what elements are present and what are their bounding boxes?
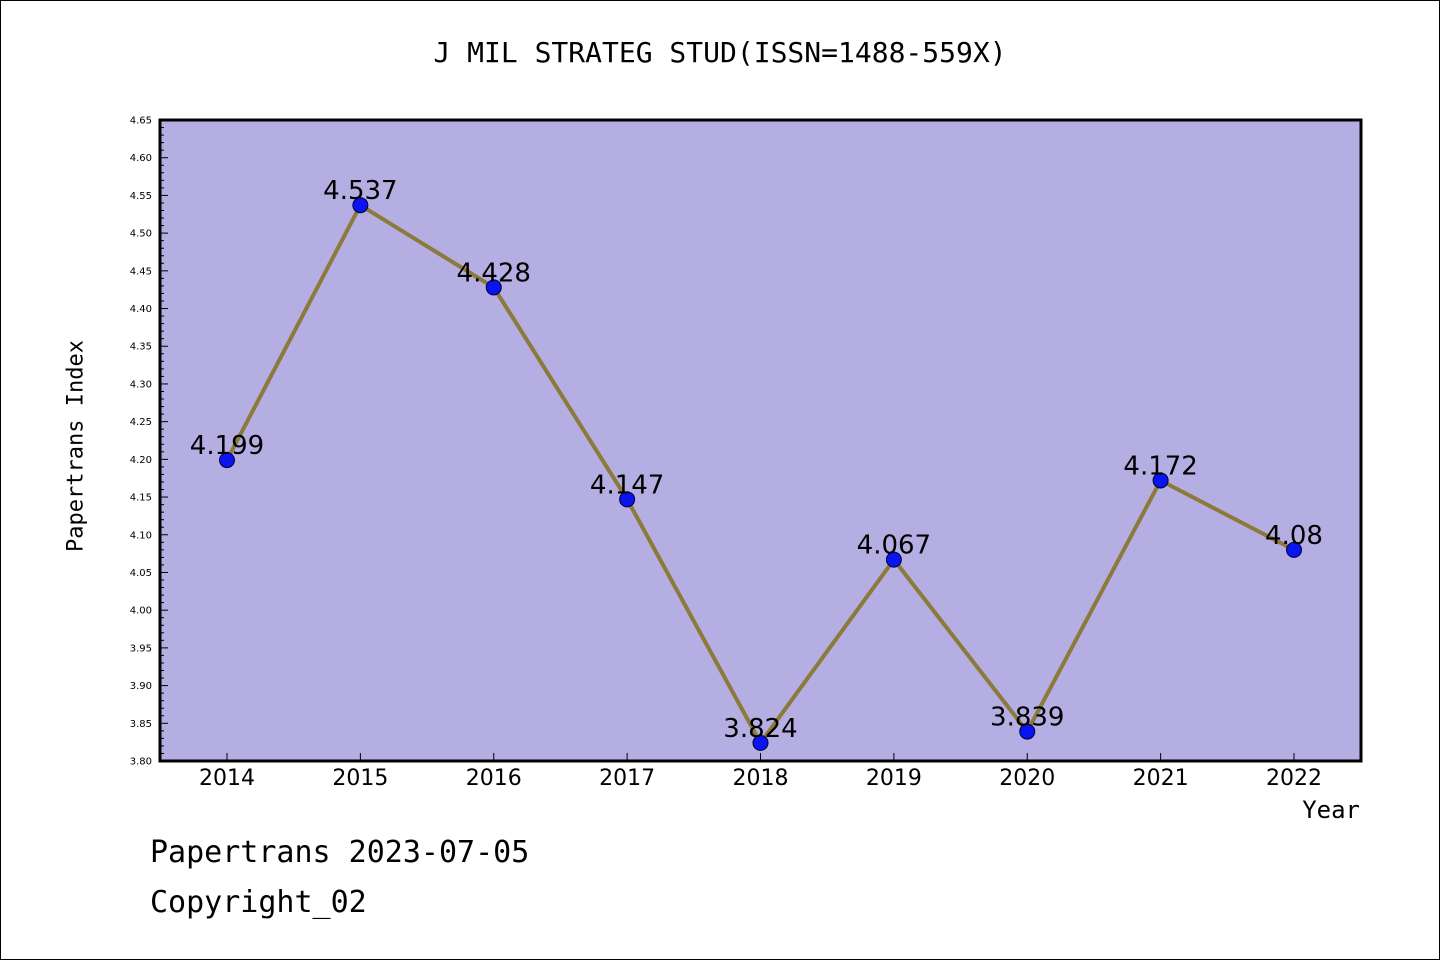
- data-label: 4.067: [857, 531, 931, 561]
- y-tick-label: 4.30: [130, 379, 152, 390]
- y-tick-label: 4.45: [130, 266, 152, 277]
- y-tick-label: 4.40: [130, 304, 152, 315]
- y-axis-ticks: 3.80 3.85 3.90 3.95 4.00 4.05 4.10 4.15 4.20 4.25…: [130, 116, 168, 768]
- y-tick-label: 3.95: [130, 643, 152, 654]
- y-tick-label: 3.85: [130, 719, 152, 730]
- y-tick-label: 4.25: [130, 417, 152, 428]
- y-tick-label: 3.90: [130, 681, 152, 692]
- y-tick-label: 3.80: [130, 757, 152, 768]
- x-axis-ticks: 2014 2015 2016 2017 2018 2019 2020 2021 2022: [199, 753, 1322, 791]
- y-tick-label: 4.55: [130, 191, 152, 202]
- y-tick-label: 4.20: [130, 455, 152, 466]
- x-tick-label: 2021: [1133, 766, 1189, 791]
- footer-date-line: Papertrans 2023-07-05: [150, 835, 530, 870]
- data-point: [1152, 472, 1169, 489]
- data-label: 3.824: [723, 714, 797, 744]
- data-point: [619, 491, 636, 508]
- y-tick-label: 4.65: [130, 116, 152, 127]
- series-layer: [219, 197, 1302, 751]
- y-tick-label: 4.60: [130, 153, 152, 164]
- x-tick-label: 2020: [999, 766, 1055, 791]
- data-label: 4.199: [190, 431, 264, 461]
- data-label: 4.172: [1123, 451, 1197, 481]
- x-tick-label: 2022: [1266, 766, 1322, 791]
- y-tick-label: 4.50: [130, 229, 152, 240]
- data-label: 4.537: [323, 176, 397, 206]
- y-tick-label: 4.05: [130, 568, 152, 579]
- x-tick-label: 2018: [733, 766, 789, 791]
- footer-copyright: Copyright_02: [150, 885, 367, 920]
- data-point: [752, 734, 769, 751]
- data-labels-layer: 4.199 4.537 4.428 4.147 3.824 4.067 3.839 4.172…: [190, 176, 1323, 744]
- y-tick-label: 4.10: [130, 530, 152, 541]
- x-tick-label: 2017: [599, 766, 655, 791]
- data-label: 4.08: [1265, 521, 1323, 551]
- data-point: [485, 279, 502, 296]
- x-tick-label: 2014: [199, 766, 255, 791]
- data-point: [1019, 723, 1036, 740]
- chart-title: J MIL STRATEG STUD(ISSN=1488-559X): [433, 36, 1007, 69]
- x-tick-label: 2016: [466, 766, 522, 791]
- plot-area: [158, 118, 1363, 763]
- data-label: 3.839: [990, 703, 1064, 733]
- y-tick-label: 4.15: [130, 493, 152, 504]
- data-point: [352, 197, 369, 214]
- y-tick-label: 4.00: [130, 606, 152, 617]
- y-tick-label: 4.35: [130, 342, 152, 353]
- data-label: 4.147: [590, 470, 664, 500]
- x-axis-label: Year: [1302, 796, 1360, 824]
- x-tick-label: 2015: [332, 766, 388, 791]
- data-point: [1286, 541, 1302, 558]
- data-point: [219, 452, 235, 469]
- x-tick-label: 2019: [866, 766, 922, 791]
- data-point: [885, 551, 902, 568]
- data-label: 4.428: [457, 258, 531, 288]
